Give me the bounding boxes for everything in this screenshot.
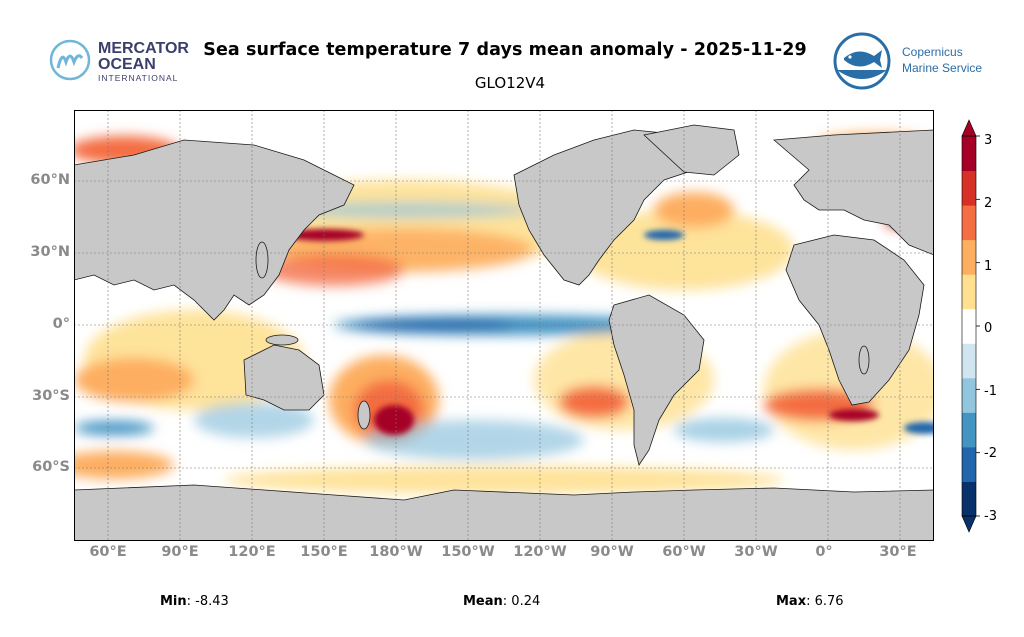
colorbar <box>961 119 980 533</box>
land-new-guinea <box>265 334 299 346</box>
colorbar-tick-neg3: -3 <box>984 509 997 524</box>
lon-label-120w: 120°W <box>513 544 567 560</box>
land-africa <box>785 234 925 406</box>
stat-mean: Mean: 0.24 <box>463 594 540 609</box>
colorbar-segment <box>962 274 976 310</box>
lon-label-90e: 90°E <box>161 544 199 560</box>
stat-max-value: : 6.76 <box>806 594 844 609</box>
lon-label-60e: 60°E <box>89 544 127 560</box>
colorbar-segment <box>962 239 976 275</box>
colorbar-segment <box>962 446 976 482</box>
land-madagascar <box>858 345 870 375</box>
colorbar-tick-2: 2 <box>984 196 993 211</box>
land-north-america <box>513 129 715 286</box>
colorbar-segments <box>962 136 976 517</box>
colorbar-tick-1: 1 <box>984 259 993 274</box>
colorbar-segment <box>962 412 976 448</box>
colorbar-min-arrow <box>961 515 977 533</box>
land-antarctica <box>74 484 934 541</box>
page-subtitle: GLO12V4 <box>474 74 546 92</box>
lat-label-60s: 60°S <box>32 459 70 475</box>
colorbar-tick-neg1: -1 <box>984 384 997 399</box>
land-masses <box>74 124 934 541</box>
stat-max-label: Max <box>776 594 807 609</box>
lon-label-150w: 150°W <box>441 544 495 560</box>
stat-min: Min: -8.43 <box>160 594 229 609</box>
copernicus-line2: Marine Service <box>902 61 982 75</box>
land-australia <box>243 344 325 411</box>
graticule <box>74 110 934 541</box>
colorbar-segment <box>962 377 976 413</box>
mercator-line3: INTERNATIONAL <box>98 73 178 83</box>
lon-label-150e: 150°E <box>300 544 348 560</box>
land-europe <box>773 129 934 256</box>
colorbar-segment <box>962 308 976 344</box>
lon-label-30w: 30°W <box>734 544 778 560</box>
lat-label-30s: 30°S <box>32 388 70 404</box>
colorbar-tick-neg2: -2 <box>984 446 997 461</box>
lat-label-30n: 30°N <box>30 244 70 260</box>
land-eurasia <box>74 139 355 321</box>
colorbar-segment <box>962 136 976 172</box>
lon-label-180w: 180°W <box>369 544 423 560</box>
lat-label-60n: 60°N <box>30 172 70 188</box>
colorbar-segment <box>962 481 976 517</box>
lon-label-30e: 30°E <box>879 544 917 560</box>
page-title: Sea surface temperature 7 days mean anom… <box>203 40 807 60</box>
map-border <box>74 110 934 541</box>
land-new-zealand <box>357 400 371 430</box>
stat-min-value: : -8.43 <box>186 594 229 609</box>
colorbar-tick-0: 0 <box>984 321 993 336</box>
lon-label-120e: 120°E <box>228 544 276 560</box>
sst-anomaly-map <box>74 110 934 541</box>
mercator-ocean-logo: MERCATOR OCEAN INTERNATIONAL <box>49 39 189 83</box>
mercator-line1: MERCATOR <box>98 40 189 57</box>
colorbar-max-arrow <box>961 119 977 137</box>
mercator-line2: OCEAN <box>98 56 156 73</box>
colorbar-segment <box>962 343 976 379</box>
land-south-america <box>608 294 705 466</box>
stat-mean-value: : 0.24 <box>502 594 541 609</box>
colorbar-tick-3: 3 <box>984 133 993 148</box>
stat-max: Max: 6.76 <box>776 594 844 609</box>
land-greenland <box>643 124 740 176</box>
stat-mean-label: Mean <box>463 594 503 609</box>
lon-label-0: 0° <box>815 544 833 560</box>
lon-label-90w: 90°W <box>590 544 634 560</box>
colorbar-segment <box>962 170 976 206</box>
lat-label-0: 0° <box>52 316 70 332</box>
copernicus-line1: Copernicus <box>902 45 963 59</box>
stat-min-label: Min <box>160 594 187 609</box>
land-japan <box>255 241 269 279</box>
colorbar-tick-marks <box>976 135 980 517</box>
lon-label-60w: 60°W <box>662 544 706 560</box>
colorbar-segment <box>962 205 976 241</box>
copernicus-marine-logo: Copernicus Marine Service <box>833 32 982 90</box>
